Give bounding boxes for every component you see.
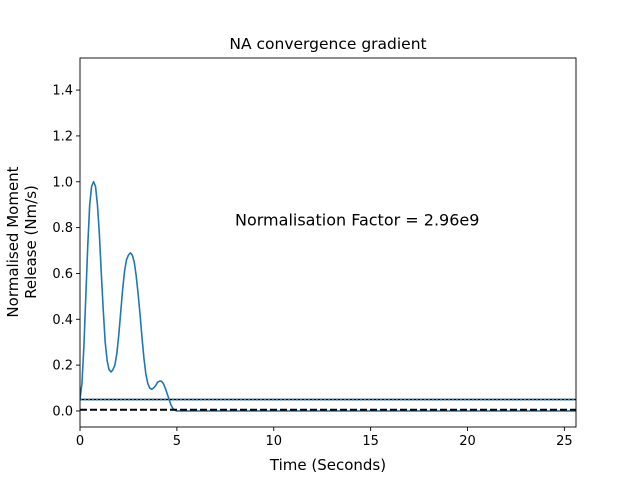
y-tick-label: 0.2	[52, 359, 73, 374]
x-axis-label: Time (Seconds)	[269, 456, 386, 474]
y-axis-label-line-2: Release (Nm/s)	[22, 185, 40, 299]
x-tick-label: 20	[459, 434, 476, 449]
y-tick-label: 1.2	[52, 129, 73, 144]
y-axis-label-line-1: Normalised Moment	[4, 166, 22, 317]
y-tick-label: 1.0	[52, 175, 73, 190]
y-axis-label: Normalised Moment Release (Nm/s)	[4, 166, 40, 317]
chart-title: NA convergence gradient	[229, 35, 426, 53]
y-tick-label: 0.4	[52, 313, 73, 328]
x-tick-label: 15	[362, 434, 379, 449]
series-group	[80, 180, 576, 412]
series-line-0	[80, 180, 576, 412]
axes-frame	[79, 57, 577, 428]
y-tick-label: 0.6	[52, 267, 73, 282]
y-tick-label: 0.0	[52, 404, 73, 419]
y-tick-label: 0.8	[52, 221, 73, 236]
x-tick-label: 0	[76, 434, 84, 449]
plot-area: 0 5 10 15 20 25 0.0 0.2 0.4 0.6 0.8 1.0 1.2 1.4	[52, 57, 577, 449]
annotation: Normalisation Factor = 2.96e9	[235, 211, 479, 230]
x-tick-label: 10	[265, 434, 282, 449]
x-tick-label: 25	[556, 434, 573, 449]
y-tick-label: 1.4	[52, 84, 73, 99]
x-tick-label: 5	[173, 434, 181, 449]
